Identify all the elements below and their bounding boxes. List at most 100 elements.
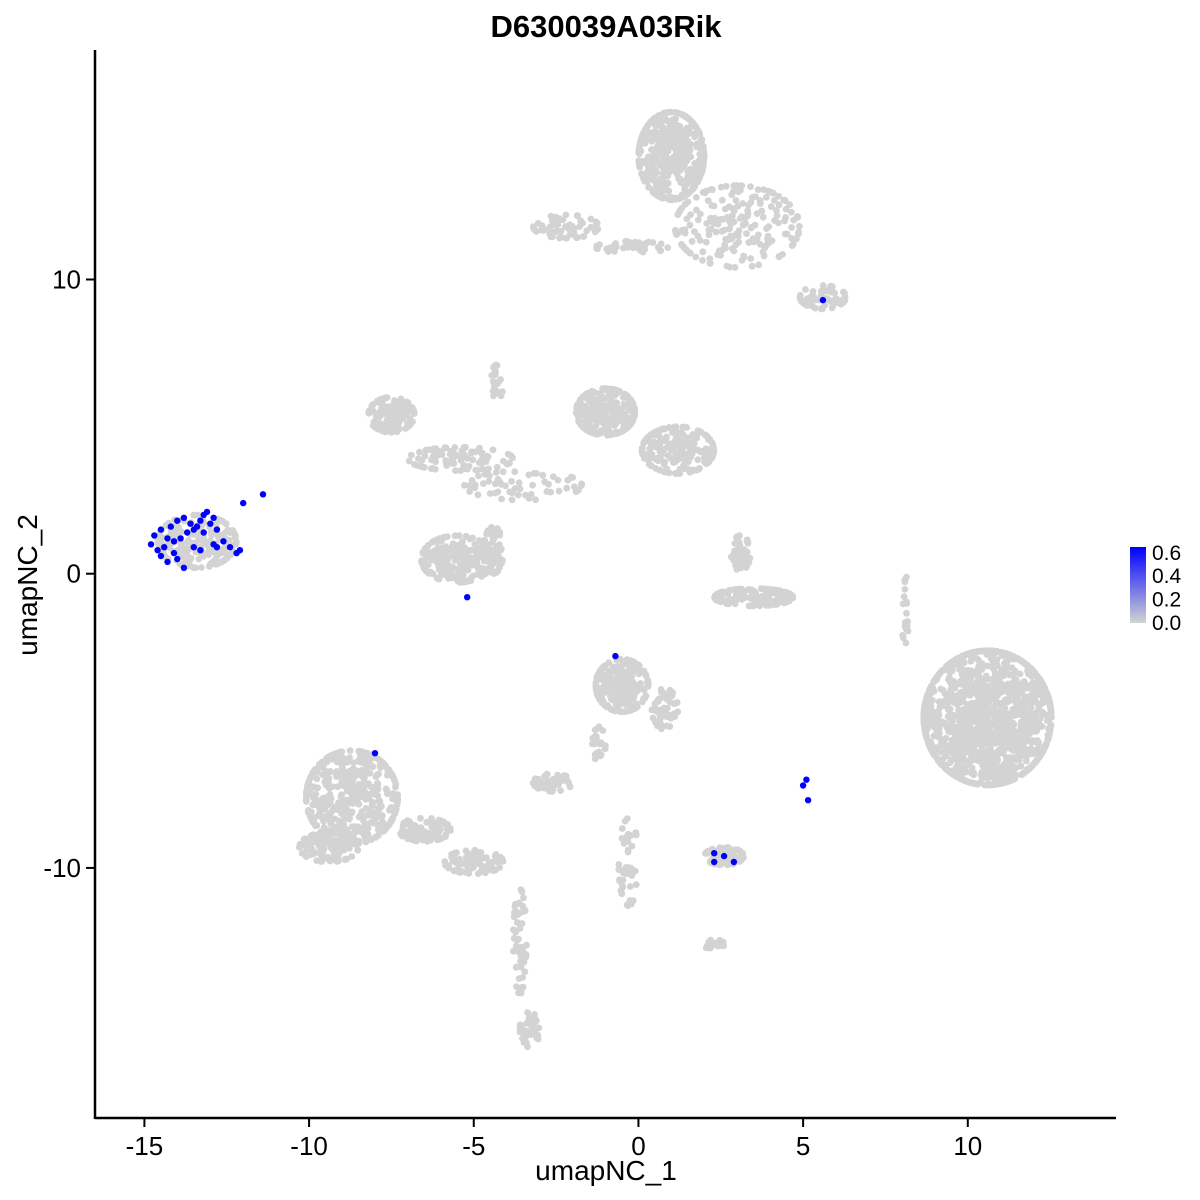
cell-point-background [478,866,485,874]
cell-point-background [340,831,348,839]
cell-point-expressed [226,544,234,551]
cell-point-background [1032,758,1039,766]
cell-point-expressed [184,529,191,536]
cell-point-background [920,716,928,724]
cell-point-background [743,230,750,238]
cell-point-background [990,665,998,673]
cell-point-background [819,282,827,289]
cell-point-background [964,778,972,786]
cell-point-background [773,212,781,219]
cell-point-background [419,550,427,557]
cell-point-background [466,488,473,495]
cell-point-background [383,403,391,411]
cell-point-background [947,697,955,705]
cell-point-background [1010,769,1018,777]
cell-point-background [656,247,664,255]
cell-point-background [312,822,319,830]
cell-point-background [392,780,400,788]
cell-point-background [444,571,452,578]
cell-point-background [604,702,612,709]
cell-point-background [759,213,767,221]
cell-point-background [529,481,536,489]
cell-point-background [769,189,777,197]
cell-point-background [1036,749,1044,757]
cell-point-background [513,946,521,954]
cell-point-background [658,725,665,733]
cell-point-background [648,146,656,153]
cell-point-background [664,244,672,252]
cell-point-background [699,257,706,264]
cell-point-background [1000,779,1008,787]
cell-point-background [379,400,386,408]
cell-point-background [600,402,607,409]
cell-point-background [738,213,746,221]
cell-point-background [899,600,907,608]
cell-point-background [783,230,791,238]
cell-point-background [496,864,504,871]
cell-point-background [657,448,665,455]
cell-point-background [587,223,595,231]
cell-point-background [468,560,476,568]
cell-point-background [374,780,382,787]
cell-point-background [596,668,604,676]
cell-point-background [609,399,617,407]
cell-point-background [459,559,467,567]
cell-point-background [377,764,384,771]
cell-point-background [380,827,387,835]
cell-point-background [604,248,612,255]
cell-point-background [515,479,523,487]
cell-point-background [627,900,635,908]
cell-point-background [986,676,993,683]
cell-point-background [615,669,623,677]
cell-point-background [703,187,710,195]
cell-point-background [413,462,421,469]
cell-point-background [225,536,233,544]
cell-point-background [541,784,549,792]
cell-point-background [691,228,698,236]
cell-point-background [306,774,314,782]
cell-point-background [752,193,759,201]
cell-point-background [585,428,593,435]
cell-point-background [663,138,671,146]
cell-point-background [723,262,731,270]
cell-point-background [554,476,562,484]
cell-point-background [485,478,493,485]
cell-point-background [663,433,670,441]
cell-point-background [587,215,595,223]
cell-point-background [445,864,452,872]
cell-point-background [618,825,626,832]
cell-point-background [944,662,951,670]
cell-point-background [304,807,312,814]
cell-point-background [464,554,472,562]
cell-point-background [687,153,695,161]
cell-point-background [183,550,191,558]
cell-point-background [484,470,491,478]
cell-point-background [660,129,668,136]
cell-point-background [765,239,773,247]
cell-point-background [660,157,667,165]
cell-point-background [299,849,307,857]
cell-point-background [592,428,599,436]
cell-point-background [522,1033,529,1041]
cell-point-background [515,989,522,997]
cell-point-background [673,428,681,436]
cell-point-background [695,465,702,473]
cell-point-background [611,683,618,691]
cell-point-background [372,773,380,781]
cell-point-background [493,530,501,537]
cell-point-background [351,824,359,831]
cell-point-background [1022,724,1030,732]
cell-point-background [960,764,968,771]
cell-point-background [742,219,749,227]
cell-point-background [996,763,1003,770]
cell-point-background [672,699,680,707]
cell-point-background [665,452,672,459]
cell-point-background [738,547,746,555]
cell-point-background [465,482,473,489]
cell-point-background [462,443,469,451]
cell-point-background [687,117,695,125]
cell-point-background [781,217,788,225]
cell-point-background [803,295,811,303]
cell-point-background [692,253,700,261]
cell-point-background [433,450,441,457]
